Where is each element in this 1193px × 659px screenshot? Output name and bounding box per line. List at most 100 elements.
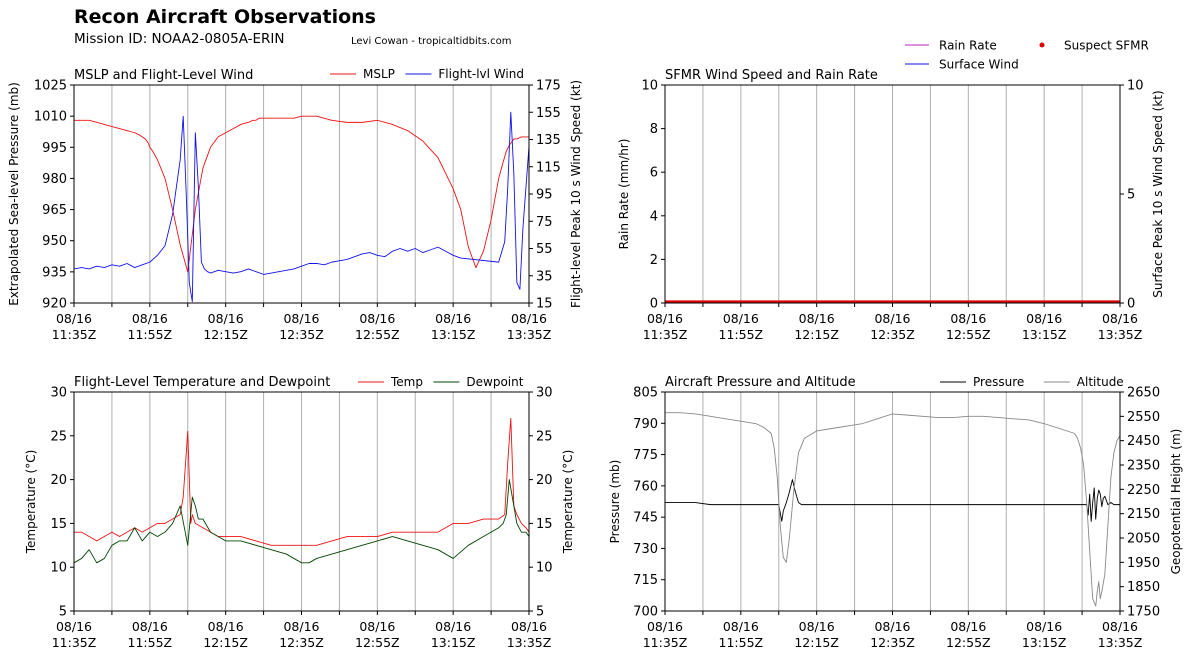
legend-label: Rain Rate [939, 39, 997, 53]
x-tick-label-date: 08/16 [950, 619, 986, 634]
x-tick-label-date: 08/16 [132, 311, 168, 326]
x-tick-label-time: 12:35Z [870, 327, 915, 342]
chart-title: SFMR Wind Speed and Rain Rate [665, 68, 878, 83]
y2-tick-label: 0 [1127, 297, 1135, 312]
x-tick-label-date: 08/16 [56, 619, 92, 634]
x-tick-label-time: 12:15Z [794, 327, 839, 342]
series-flight-lvl-wind [73, 111, 530, 303]
y2-tick-label: 155 [536, 106, 561, 121]
x-tick-label-time: 13:35Z [1098, 327, 1143, 342]
x-tick-label-time: 12:15Z [794, 635, 839, 650]
y2-axis-label: Surface Peak 10 s Wind Speed (kt) [1151, 90, 1165, 297]
y-tick-label: 15 [50, 517, 67, 532]
series-temp [74, 417, 530, 546]
x-tick-label-time: 12:15Z [203, 327, 248, 342]
x-tick-label-time: 12:35Z [870, 635, 915, 650]
x-tick-label-date: 08/16 [799, 311, 835, 326]
y-axis-label: Extrapolated Sea-level Pressure (mb) [7, 82, 21, 306]
y2-tick-label: 2350 [1127, 459, 1160, 474]
x-tick-label-date: 08/16 [283, 311, 319, 326]
credit-text: Levi Cowan - tropicaltidbits.com [351, 36, 512, 47]
y2-tick-label: 20 [536, 473, 553, 488]
x-tick-label-time: 11:55Z [719, 635, 764, 650]
x-tick-label-date: 08/16 [647, 311, 683, 326]
x-tick-label-date: 08/16 [723, 311, 759, 326]
y2-tick-label: 175 [536, 79, 561, 94]
legend-label: Suspect SFMR [1064, 39, 1149, 53]
y2-tick-label: 75 [536, 215, 553, 230]
x-tick-label-date: 08/16 [511, 619, 547, 634]
y-tick-label: 775 [633, 448, 658, 463]
y2-tick-label: 30 [536, 386, 553, 401]
mission-id: Mission ID: NOAA2-0805A-ERIN [74, 31, 285, 47]
y-tick-label: 25 [50, 429, 67, 444]
legend-label: Pressure [973, 375, 1024, 389]
y-tick-label: 700 [633, 605, 658, 620]
legend-swatch [1039, 42, 1045, 48]
x-tick-label-date: 08/16 [359, 311, 395, 326]
y2-axis-label: Flight-level Peak 10 s Wind Speed (kt) [569, 80, 583, 308]
y2-tick-label: 1950 [1127, 556, 1160, 571]
y2-tick-label: 55 [536, 242, 553, 257]
y-tick-label: 935 [42, 265, 67, 280]
y2-tick-label: 25 [536, 429, 553, 444]
y2-axis-label: Geopotential Height (m) [1169, 429, 1183, 575]
y-tick-label: 4 [650, 209, 658, 224]
y-tick-label: 995 [42, 141, 67, 156]
legend-label: Surface Wind [939, 58, 1019, 72]
y-tick-label: 30 [50, 386, 67, 401]
panel-temp_dew: 510152025305101520253008/1611:35Z08/1611… [24, 375, 575, 650]
x-tick-label-date: 08/16 [359, 619, 395, 634]
x-tick-label-time: 13:35Z [1098, 635, 1143, 650]
x-tick-label-date: 08/16 [435, 619, 471, 634]
y-tick-label: 715 [633, 573, 658, 588]
y-tick-label: 8 [650, 122, 658, 137]
x-tick-label-time: 11:35Z [643, 635, 688, 650]
y-tick-label: 1025 [34, 79, 67, 94]
y2-axis-label: Temperature (°C) [561, 450, 575, 555]
x-tick-label-date: 08/16 [1102, 311, 1138, 326]
panel-mslp_wind: 920 935 950 965 980 995 1010 1025 15 35 55 75 95 115 1… [7, 67, 583, 342]
legend-label: Altitude [1077, 375, 1124, 389]
x-tick-label-time: 11:55Z [719, 327, 764, 342]
x-tick-label-time: 13:35Z [507, 635, 552, 650]
y2-tick-label: 1750 [1127, 605, 1160, 620]
y2-tick-label: 2250 [1127, 483, 1160, 498]
y-tick-label: 5 [59, 605, 67, 620]
x-tick-label-date: 08/16 [435, 311, 471, 326]
y2-tick-label: 5 [1127, 188, 1135, 203]
y-tick-label: 745 [633, 511, 658, 526]
y2-tick-label: 95 [536, 188, 553, 203]
x-tick-label-date: 08/16 [208, 619, 244, 634]
y2-tick-label: 2150 [1127, 507, 1160, 522]
y-tick-label: 20 [50, 473, 67, 488]
chart-title: MSLP and Flight-Level Wind [74, 68, 253, 83]
x-tick-label-time: 12:55Z [355, 327, 400, 342]
x-tick-label-date: 08/16 [950, 311, 986, 326]
x-tick-label-date: 08/16 [1026, 619, 1062, 634]
y-tick-label: 6 [650, 166, 658, 181]
x-tick-label-time: 12:55Z [946, 327, 991, 342]
x-tick-label-date: 08/16 [283, 619, 319, 634]
y-tick-label: 805 [633, 386, 658, 401]
x-tick-label-date: 08/16 [208, 311, 244, 326]
y2-tick-label: 115 [536, 160, 561, 175]
y2-tick-label: 2550 [1127, 410, 1160, 425]
chart-title: Aircraft Pressure and Altitude [665, 375, 856, 390]
chart-title: Flight-Level Temperature and Dewpoint [74, 375, 330, 390]
y2-tick-label: 35 [536, 269, 553, 284]
x-tick-label-time: 11:35Z [52, 327, 97, 342]
x-tick-label-time: 12:15Z [203, 635, 248, 650]
x-tick-label-date: 08/16 [1026, 311, 1062, 326]
y-axis-label: Rain Rate (mm/hr) [617, 139, 631, 250]
x-tick-label-date: 08/16 [511, 311, 547, 326]
panel-sfmr_rain: 0246810051008/1611:35Z08/1611:55Z08/1612… [617, 39, 1165, 343]
legend-label: MSLP [363, 67, 395, 81]
legend-label: Flight-lvl Wind [438, 67, 524, 81]
y2-tick-label: 5 [536, 605, 544, 620]
x-tick-label-time: 12:55Z [355, 635, 400, 650]
y2-tick-label: 10 [536, 561, 553, 576]
series-pressure [665, 479, 1120, 522]
y2-tick-label: 15 [536, 517, 553, 532]
x-tick-label-time: 13:35Z [507, 327, 552, 342]
